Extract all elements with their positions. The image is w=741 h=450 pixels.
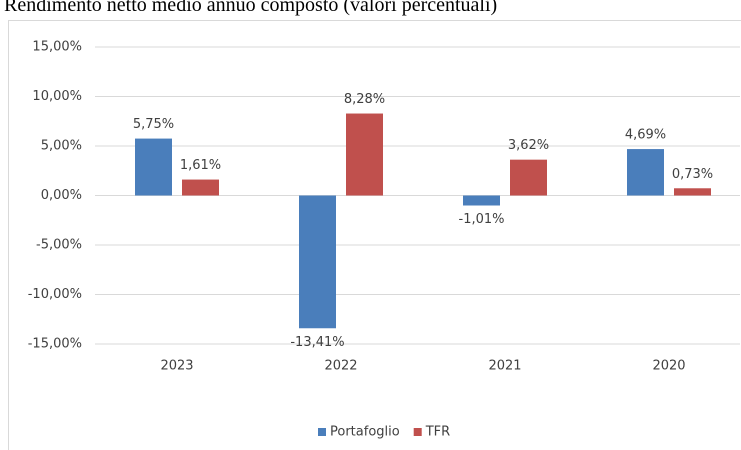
bar [299, 195, 336, 329]
y-tick-label: 10,00% [32, 89, 82, 104]
bar [182, 179, 219, 196]
x-tick-label: 2023 [160, 359, 193, 374]
legend-swatch [413, 428, 422, 436]
legend-label: Portafoglio [330, 425, 400, 440]
y-tick-label: 0,00% [41, 188, 82, 203]
data-label: -13,41% [290, 335, 344, 350]
y-tick-label: -10,00% [28, 287, 82, 302]
data-label: -1,01% [459, 212, 505, 227]
x-tick-label: 2021 [488, 359, 521, 374]
data-label: 0,73% [672, 167, 713, 182]
bar [463, 195, 500, 206]
legend-label: TFR [425, 425, 450, 440]
chart-border [8, 20, 741, 450]
chart-title: Rendimento netto medio annuo composto (v… [4, 0, 497, 16]
bar [346, 113, 383, 196]
bar [627, 149, 664, 196]
y-tick-label: -5,00% [36, 238, 82, 253]
bar [674, 188, 711, 196]
legend-swatch [318, 428, 326, 436]
data-label: 5,75% [133, 117, 174, 132]
x-tick-label: 2020 [652, 359, 685, 374]
y-tick-label: -15,00% [28, 337, 82, 352]
data-label: 8,28% [344, 92, 385, 107]
bar [510, 159, 547, 196]
data-label: 1,61% [180, 158, 221, 173]
x-tick-label: 2022 [324, 359, 357, 374]
data-label: 4,69% [625, 128, 666, 143]
y-tick-label: 5,00% [41, 139, 82, 154]
bar [135, 138, 172, 196]
y-tick-label: 15,00% [32, 40, 82, 55]
data-label: 3,62% [508, 138, 549, 153]
